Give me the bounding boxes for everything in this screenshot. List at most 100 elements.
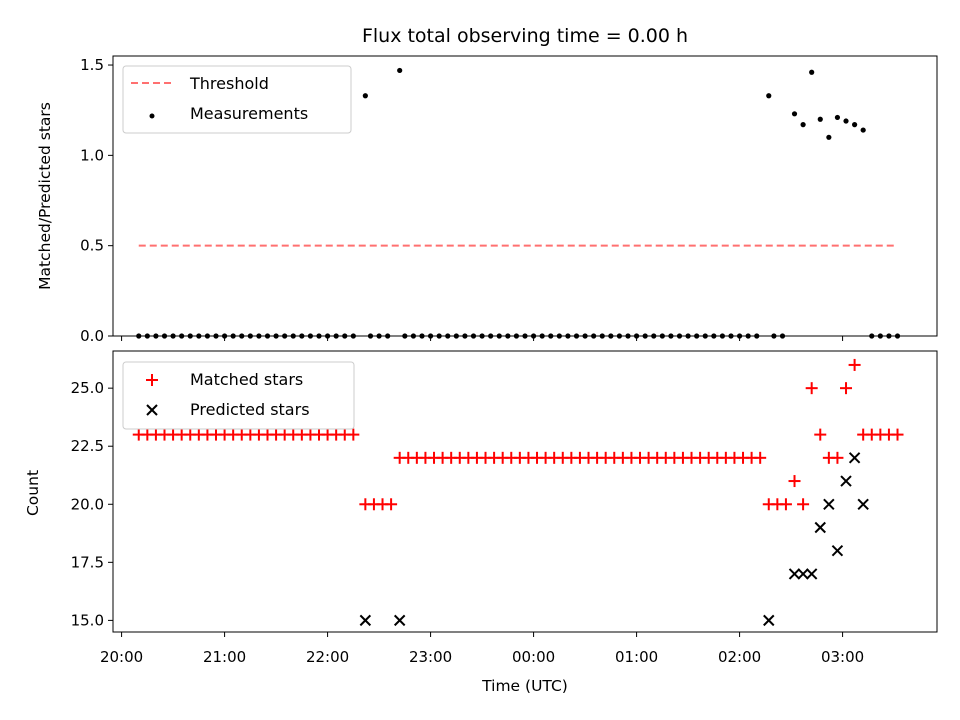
measurement-point (728, 333, 734, 339)
legend-threshold-label: Threshold (189, 74, 269, 93)
measurement-point (599, 333, 605, 339)
measurement-point (290, 333, 296, 339)
measurement-point (204, 333, 211, 339)
measurement-point (616, 333, 623, 339)
measurement-point (324, 333, 331, 339)
measurement-point (771, 333, 777, 339)
bottom-x-tick-label: 20:00 (100, 648, 143, 666)
top-legend-box (122, 65, 352, 134)
measurement-point (230, 333, 236, 339)
measurement-point (479, 333, 485, 339)
bottom-x-tick-label: 21:00 (203, 648, 246, 666)
bottom-axes-frame (112, 350, 938, 633)
bottom-plot-area: 15.0 17.5 20.0 22.5 25.0 20:00 21:00 22:00 23:00… (71, 350, 938, 666)
legend-matched-marker (146, 374, 158, 386)
measurement-point (239, 333, 245, 339)
measurement-point (582, 333, 588, 339)
measurement-point (860, 127, 866, 133)
measurement-point (719, 333, 726, 339)
measurement-point (367, 333, 374, 339)
measurement-point (565, 333, 571, 339)
measurement-point (736, 333, 743, 339)
bottom-y-tick-label: 25.0 (71, 379, 104, 397)
bottom-y-tick-label: 17.5 (71, 553, 104, 571)
bottom-x-tick-label: 22:00 (306, 648, 349, 666)
measurement-point (573, 333, 580, 339)
measurement-point (221, 333, 228, 339)
measurement-point (642, 333, 648, 339)
measurement-point (791, 111, 798, 117)
matched-stars-point (779, 498, 792, 511)
measurement-point (273, 333, 279, 339)
x-axis-label: Time (UTC) (481, 677, 568, 695)
measurement-point (445, 333, 451, 339)
legend-predicted-swatch (146, 404, 158, 416)
measurement-point (342, 333, 348, 339)
measurement-point (659, 333, 665, 339)
measurement-point (685, 333, 691, 339)
measurement-point (436, 333, 442, 339)
predicted-stars-point (840, 475, 852, 487)
measurement-point (754, 333, 760, 339)
measurement-point (333, 333, 339, 339)
measurement-point (136, 333, 142, 339)
measurement-point (282, 333, 288, 339)
matched-stars-point (385, 498, 398, 511)
predicted-stars-point (857, 498, 869, 510)
measurement-point (513, 333, 520, 339)
measurement-point (877, 333, 883, 339)
bottom-x-tick-label: 01:00 (615, 648, 658, 666)
measurement-point (350, 333, 356, 339)
measurement-point (745, 333, 751, 339)
measurement-point (826, 134, 832, 140)
top-plot-area: 0.0 0.5 1.0 1.5 (80, 55, 938, 345)
bottom-y-tick-label: 22.5 (71, 437, 104, 455)
legend-matched-label: Matched stars (190, 370, 303, 389)
measurement-point (488, 333, 494, 339)
legend-measurements-swatch (149, 113, 155, 119)
measurement-point (316, 333, 322, 339)
top-y-tick-label: 1.5 (80, 56, 104, 74)
matched-stars-point (848, 358, 861, 371)
measurement-point (651, 333, 657, 339)
measurement-point (556, 333, 562, 339)
measurement-point (161, 333, 168, 339)
measurement-point (633, 333, 640, 339)
measurement-point (548, 333, 554, 339)
legend-measurements-label: Measurements (190, 104, 308, 123)
measurement-point (247, 333, 253, 339)
matched-stars-point (891, 428, 904, 441)
legend-predicted-marker (146, 404, 158, 416)
bottom-legend-box (122, 361, 355, 430)
matched-stars-point (805, 382, 818, 395)
predicted-stars-point (805, 568, 818, 580)
predicted-stars-point (763, 614, 775, 627)
bottom-y-tick-label: 15.0 (71, 611, 104, 629)
matched-stars-point (347, 428, 360, 441)
predicted-stars-point (814, 521, 826, 534)
measurement-point (376, 333, 382, 339)
measurement-point (144, 333, 150, 339)
matched-stars-point (814, 428, 827, 441)
top-legend: Threshold Measurements (122, 65, 352, 134)
predicted-stars-point (831, 545, 844, 557)
measurement-point (625, 333, 631, 339)
measurement-point (470, 333, 477, 339)
measurement-point (299, 333, 305, 339)
bottom-x-tick-label: 00:00 (512, 648, 555, 666)
measurement-point (307, 333, 314, 339)
measurement-point (852, 122, 858, 128)
measurement-point (153, 333, 159, 339)
measurement-point (505, 333, 511, 339)
matched-stars-point (831, 451, 844, 464)
measurement-point (397, 67, 403, 74)
matched-stars-point (797, 498, 810, 511)
predicted-stars-point (359, 614, 372, 627)
measurement-point (886, 333, 892, 339)
measurement-point (402, 333, 408, 339)
measurement-point (676, 333, 683, 339)
measurement-point (496, 333, 502, 339)
measurement-point (419, 333, 425, 339)
top-y-tick-label: 0.5 (80, 237, 104, 255)
